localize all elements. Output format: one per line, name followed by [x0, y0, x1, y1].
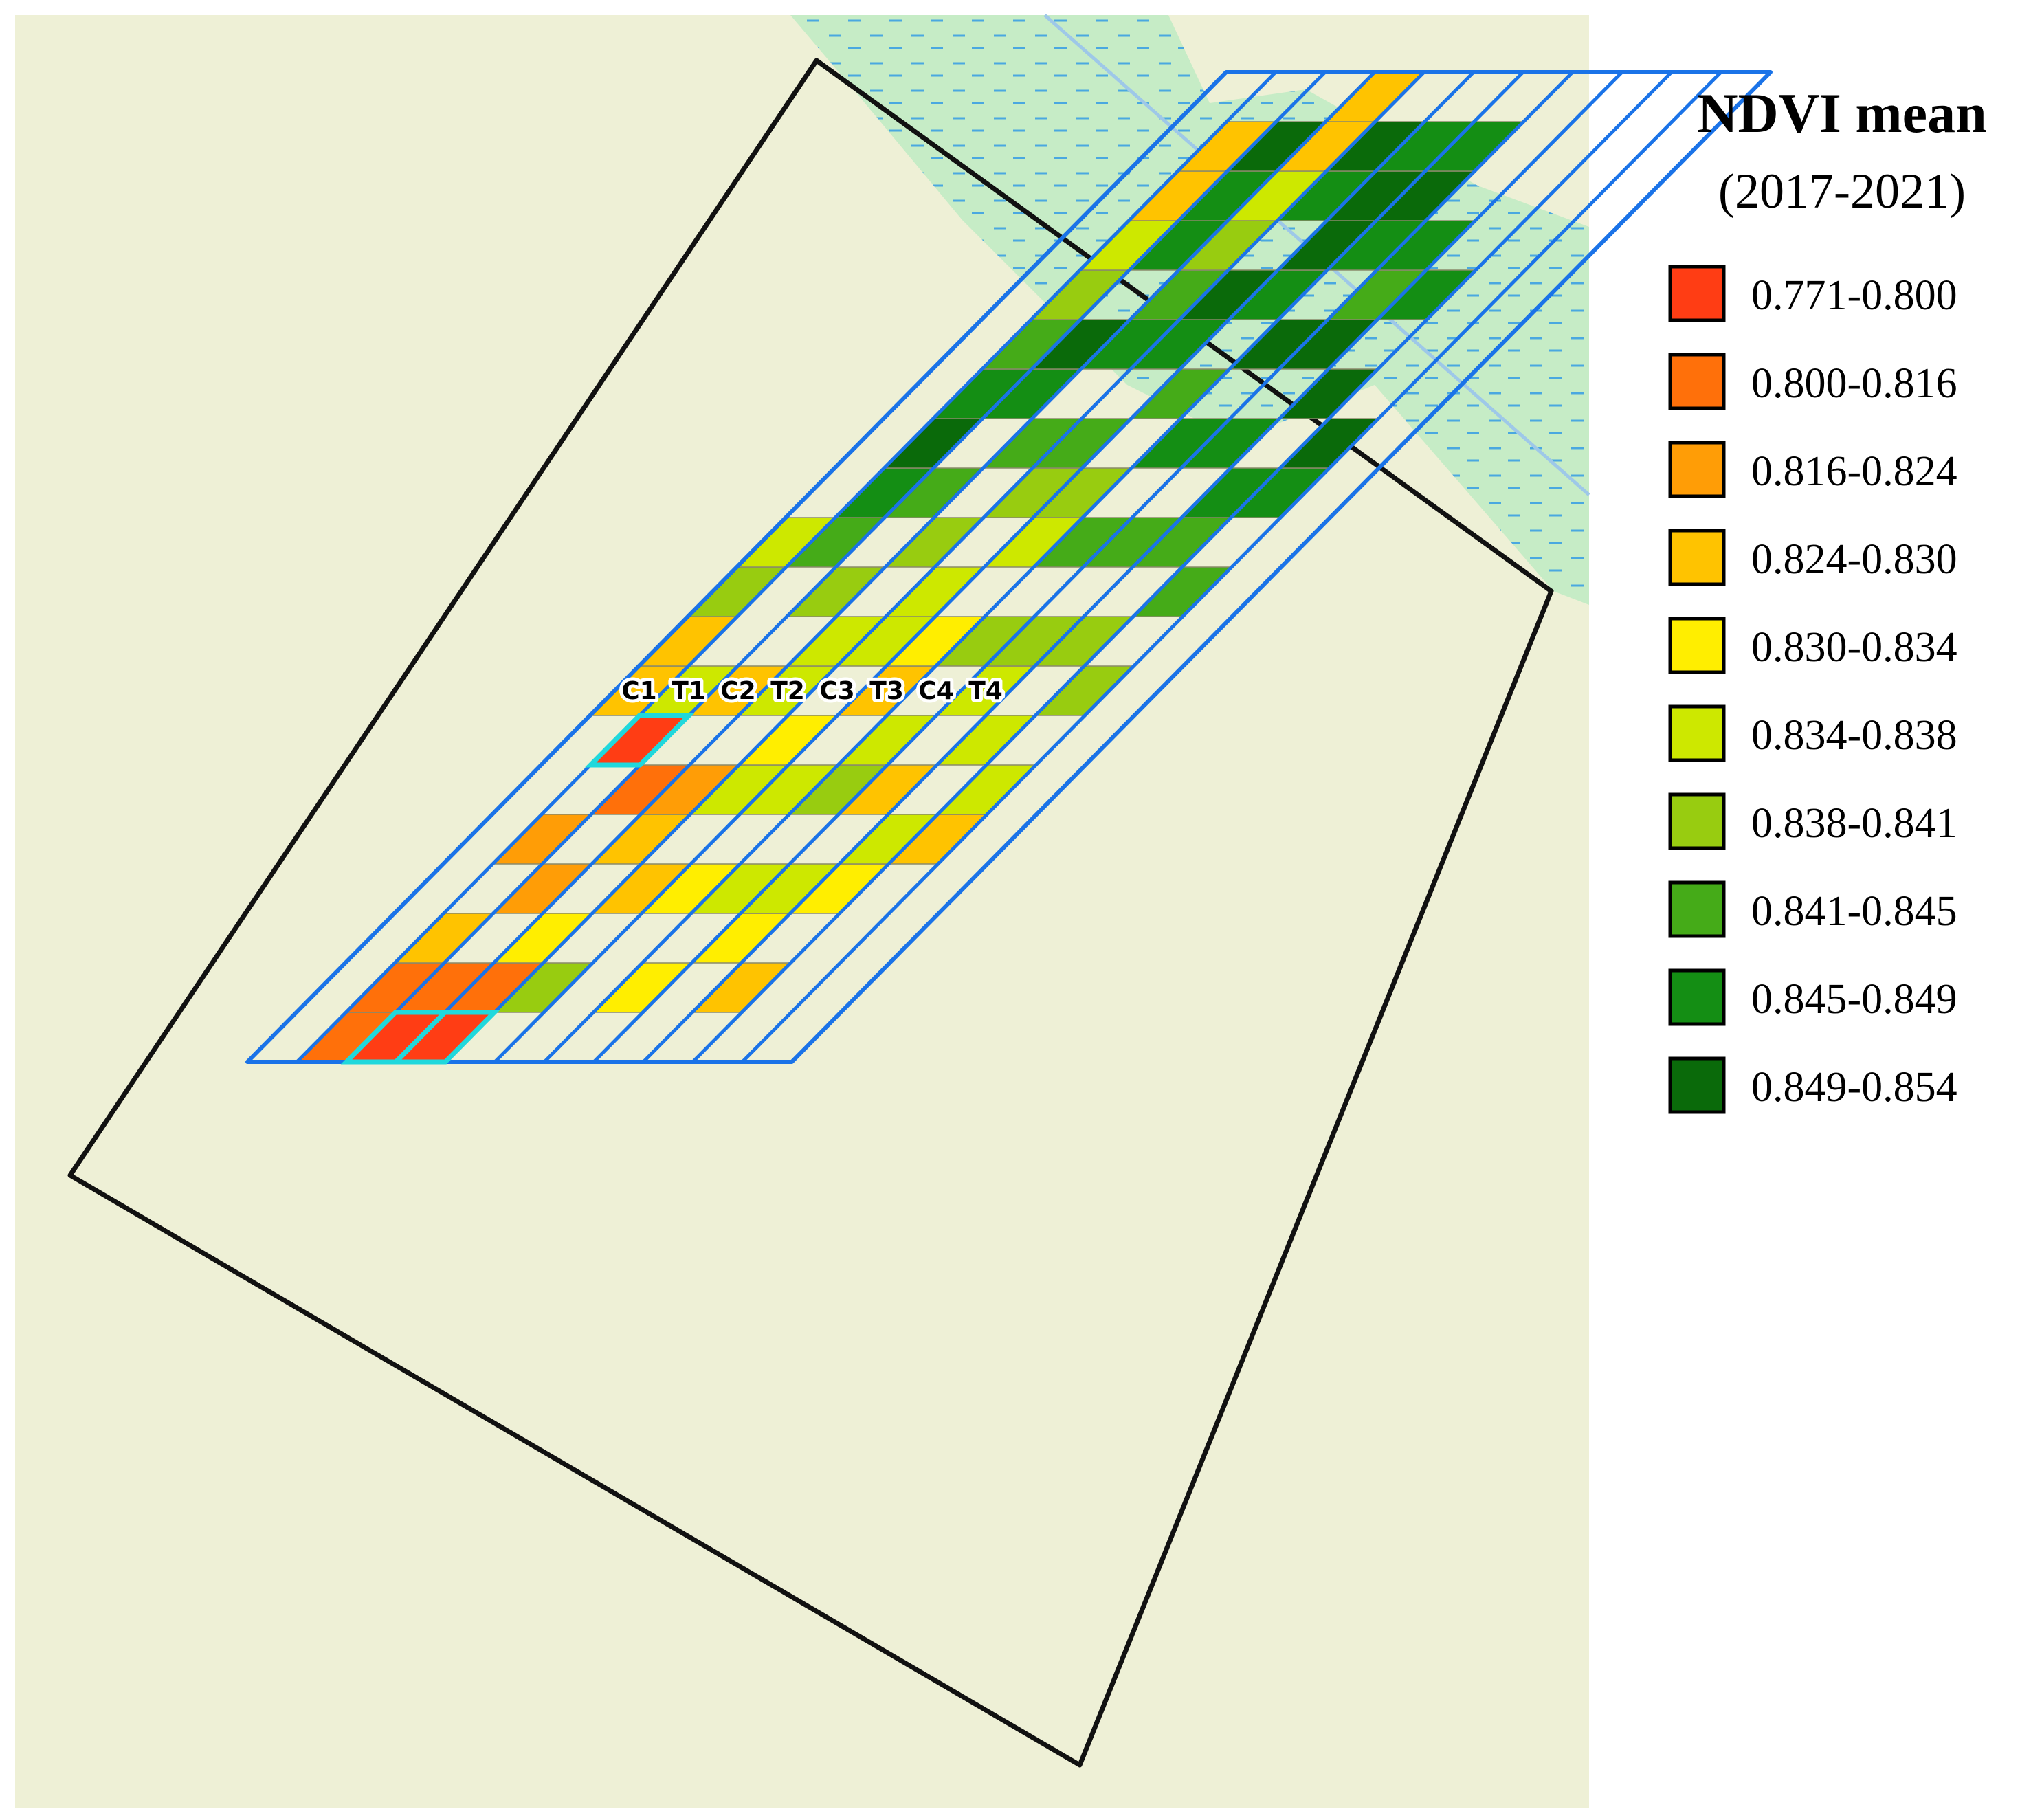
- legend-label: 0.849-0.854: [1751, 1064, 1957, 1111]
- legend-label: 0.845-0.849: [1751, 976, 1957, 1023]
- legend-swatch: [1668, 792, 1726, 850]
- plot-label-t1: T1: [672, 677, 706, 705]
- legend-label: 0.771-0.800: [1751, 272, 1957, 319]
- legend-items: 0.771-0.800 0.800-0.816 0.816-0.824 0.824-0…: [1668, 265, 1957, 1114]
- stripe-divider: [493, 71, 1475, 1063]
- legend: NDVI mean (2017-2021) 0.771-0.800 0.800-0…: [1668, 82, 1987, 1114]
- stripe-divider: [345, 71, 1327, 1063]
- legend-label: 0.834-0.838: [1751, 712, 1957, 759]
- legend-label: 0.841-0.845: [1751, 888, 1957, 935]
- legend-swatch: [1668, 617, 1726, 674]
- plot-labels: C1 T1 C2 T2 C3 T3 C4 T4: [618, 674, 1006, 709]
- stripe-divider: [642, 71, 1623, 1063]
- stripe-divider: [296, 71, 1277, 1063]
- legend-swatch: [1668, 880, 1726, 938]
- legend-swatch: [1668, 353, 1726, 410]
- legend-swatch: [1668, 265, 1726, 322]
- plot-label-t2: T2: [770, 677, 805, 705]
- stripe-divider: [691, 71, 1673, 1063]
- legend-swatch: [1668, 1056, 1726, 1114]
- legend-label: 0.824-0.830: [1751, 536, 1957, 583]
- legend-label: 0.800-0.816: [1751, 360, 1957, 407]
- legend-subtitle: (2017-2021): [1718, 164, 1966, 219]
- stripe-divider: [444, 71, 1425, 1063]
- plot-label-c1: C1: [621, 677, 656, 705]
- lowest-class-highlight: [390, 1010, 500, 1065]
- stripe-divider: [741, 71, 1722, 1063]
- legend-swatch: [1668, 968, 1726, 1026]
- plot-label-t4: T4: [968, 677, 1003, 705]
- plot-label-c3: C3: [819, 677, 854, 705]
- legend-swatch: [1668, 529, 1726, 586]
- plot-label-c4: C4: [918, 677, 953, 705]
- legend-label: 0.830-0.834: [1751, 624, 1957, 671]
- legend-swatch: [1668, 704, 1726, 762]
- stripe-divider: [592, 71, 1574, 1063]
- low-ndvi-highlights: [340, 713, 695, 1065]
- legend-swatch: [1668, 441, 1726, 498]
- experimental-area-outline: [245, 70, 1773, 1064]
- stripe-divider: [543, 71, 1524, 1063]
- lowest-class-highlight: [584, 713, 695, 768]
- plot-stripes: [245, 70, 1773, 1064]
- plot-label-t3: T3: [869, 677, 904, 705]
- legend-label: 0.838-0.841: [1751, 800, 1957, 847]
- legend-label: 0.816-0.824: [1751, 448, 1957, 495]
- plot-label-c2: C2: [720, 677, 755, 705]
- stripe-divider: [395, 71, 1376, 1063]
- legend-title: NDVI mean: [1697, 82, 1986, 144]
